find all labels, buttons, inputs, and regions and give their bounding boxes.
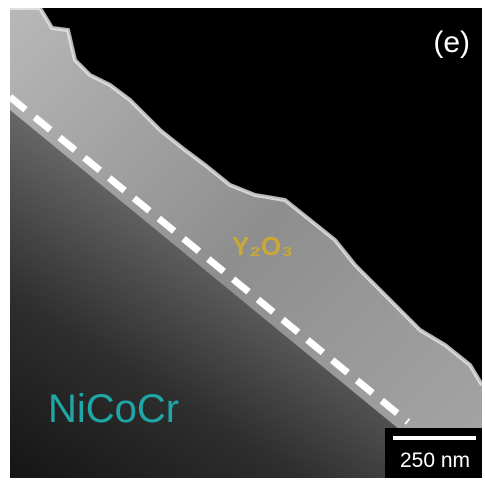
scale-bar-label: 250 nm (400, 449, 470, 472)
oxide-label: Y₂O₃ (232, 231, 293, 261)
micrograph-figure: (e) Y₂O₃ NiCoCr 250 nm (0, 0, 485, 481)
panel-label: (e) (433, 26, 470, 59)
substrate-label: NiCoCr (48, 387, 179, 431)
